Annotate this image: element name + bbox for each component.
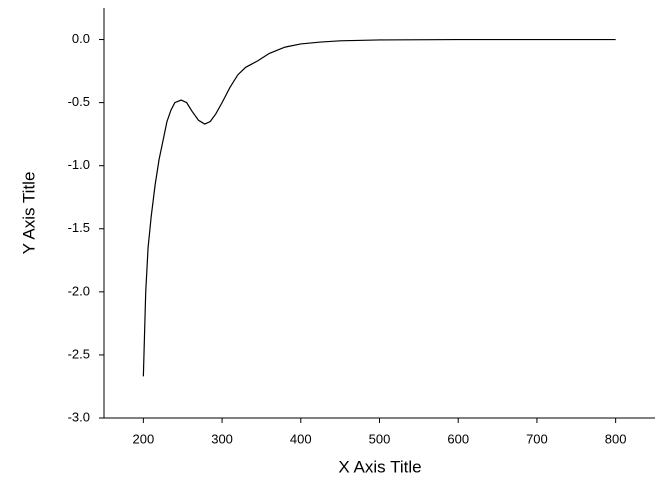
x-tick-label: 500 (369, 431, 391, 446)
x-tick-label: 300 (211, 431, 233, 446)
y-tick-label: -3.0 (68, 409, 90, 424)
x-tick-label: 600 (447, 431, 469, 446)
x-tick-label: 400 (290, 431, 312, 446)
x-axis-title: X Axis Title (338, 457, 421, 476)
y-tick-label: -2.0 (68, 283, 90, 298)
y-axis-title: Y Axis Title (19, 172, 38, 255)
y-tick-label: -2.5 (68, 346, 90, 361)
x-tick-label: 800 (605, 431, 627, 446)
y-tick-label: -1.0 (68, 157, 90, 172)
x-tick-label: 700 (526, 431, 548, 446)
data-line (142, 38, 616, 377)
y-tick-label: 0.0 (72, 31, 90, 46)
x-tick-label: 200 (133, 431, 155, 446)
y-tick-label: -1.5 (68, 220, 90, 235)
y-tick-label: -0.5 (68, 94, 90, 109)
